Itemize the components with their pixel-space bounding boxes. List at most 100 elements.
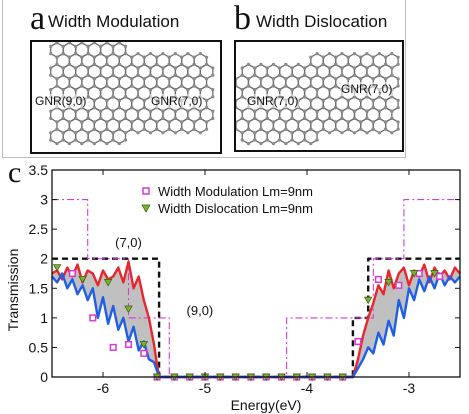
atom-dot [365,95,369,99]
atom-dot [302,88,307,92]
x-axis-label: Energy(eV) [231,397,302,413]
atom-dot [240,88,244,92]
atom-dot [98,73,103,77]
lattice-b-image [236,52,400,146]
atom-dot [365,73,369,77]
atom-dot [290,131,294,135]
panel-letter-b: b [234,0,251,37]
atom-dot [86,52,90,56]
atom-dot [49,73,53,77]
atom-dot [192,55,196,59]
atom-dot [240,95,244,99]
atom-dot [74,66,78,70]
atom-dot [396,106,400,110]
atom-dot [278,88,282,92]
atom-dot [198,116,202,120]
atom-dot [265,138,269,142]
atom-dot [92,142,96,146]
atom-dot [74,44,78,48]
atom-dot [167,84,171,88]
atom-dot [123,116,128,120]
atom-dot [390,109,394,113]
atom-dot [365,66,369,70]
atom-dot [192,84,196,88]
atom-dot [236,77,238,81]
atom-dot [359,77,363,81]
atom-dot [117,120,121,124]
atom-dot [148,66,153,70]
atom-dot [74,73,78,77]
atom-dot [309,77,313,81]
atom-dot [186,66,190,70]
atom-dot [55,84,59,88]
square-marker [354,337,362,346]
atom-dot [186,88,190,92]
atom-dot [111,138,115,142]
atom-dot [302,131,307,135]
atom-dot [390,116,394,120]
atom-dot [271,84,276,88]
atom-dot [371,98,375,102]
atom-dot [359,120,363,124]
atom-dot [98,131,103,135]
plot-frame [51,169,461,378]
atom-dot [123,73,128,77]
atom-dot [105,127,109,131]
atom-dot [377,109,382,113]
atom-dot [61,66,65,70]
atom-dot [365,116,369,120]
atom-dot [61,109,65,113]
atom-dot [211,109,215,113]
atom-dot [61,73,65,77]
atom-dot [67,120,72,124]
atom-dot [86,116,90,120]
atom-dot [371,62,375,66]
atom-dot [396,62,400,66]
triangle-marker [139,341,148,349]
triangle-marker [364,296,373,305]
atom-dot [377,116,382,120]
atom-dot [290,138,294,142]
atom-dot [142,120,146,124]
atom-dot [123,88,128,92]
square-marker [395,281,403,289]
atom-dot [105,98,109,102]
atom-dot [396,127,400,131]
atom-dot [192,77,196,81]
atom-dot [105,55,109,59]
atom-dot [359,62,363,66]
atom-dot [148,73,153,77]
atom-dot [284,84,288,88]
atom-dot [67,84,72,88]
atom-dot [130,84,134,88]
atom-dot [117,55,121,59]
atom-dot [327,52,332,56]
atom-dot [173,52,178,56]
atom-dot [86,131,90,135]
atom-dot [236,120,238,124]
y-tick-label: 3 [40,192,48,208]
atom-dot [265,131,269,135]
atom-dot [173,116,178,120]
atom-dot [86,44,90,48]
atom-dot [390,73,394,77]
atom-dot [390,66,394,70]
atom-dot [117,77,121,81]
atom-dot [67,55,72,59]
atom-dot [117,98,121,102]
atom-dot [265,73,269,77]
atom-dot [111,44,115,48]
atom-dot [61,131,65,135]
atom-dot [130,62,134,66]
atom-dot [55,55,59,59]
atom-dot [396,98,400,102]
atom-dot [49,138,53,142]
atom-dot [61,44,65,48]
atom-dot [49,109,53,113]
atom-dot [92,120,96,124]
triangle-marker [409,270,419,278]
atom-dot [346,127,350,131]
atom-dot [315,138,319,142]
atom-dot [86,109,90,113]
atom-dot [186,116,190,120]
